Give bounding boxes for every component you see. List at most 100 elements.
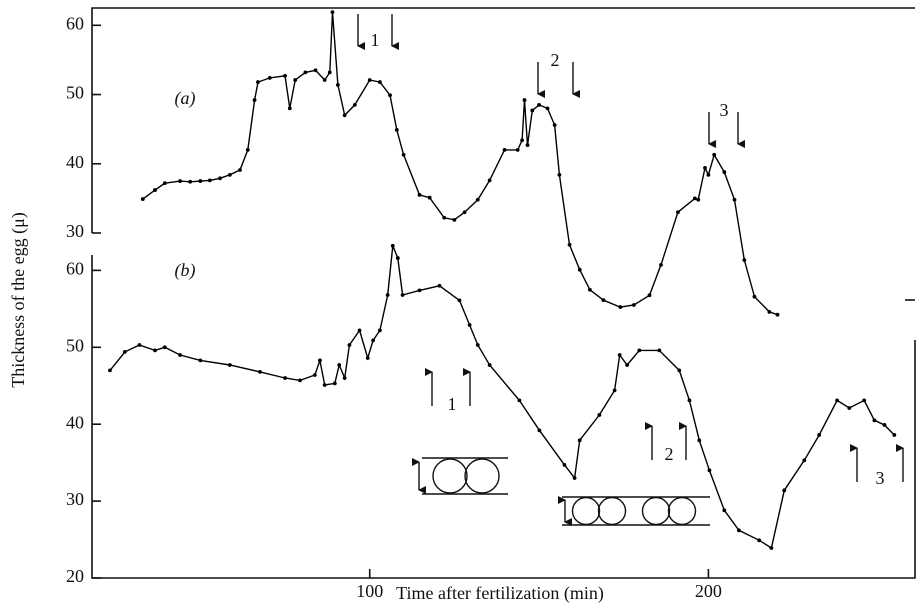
y-tick-label: 30 [66,221,84,241]
data-point [677,368,682,373]
data-point [371,338,376,343]
annotation: 1 [448,394,457,414]
data-point [712,152,717,157]
data-point [452,217,457,222]
data-point [537,428,542,433]
data-point [520,138,525,143]
data-point [487,363,492,367]
data-point [522,98,527,102]
data-point [557,172,562,177]
data-point [327,70,332,75]
data-point [303,70,308,75]
data-point [515,148,520,152]
data-point [218,176,222,181]
annotation: 2 [665,444,674,464]
data-point [530,108,535,113]
data-point [572,476,577,480]
data-point [872,418,877,423]
annotation: 2 [551,50,560,70]
data-point [347,343,352,347]
data-point [657,348,662,353]
data-point [612,388,617,393]
data-point [238,168,242,172]
data-point [752,294,757,299]
data-point [625,363,630,367]
data-point [153,188,157,192]
annotation: 3 [876,468,885,488]
data-point [298,378,302,383]
data-point [676,210,680,215]
data-point [198,179,203,183]
data-point [545,106,550,111]
data-point [337,363,342,367]
y-tick-label: 60 [66,259,84,279]
data-point [352,103,357,107]
data-point [552,123,557,127]
data-point [537,103,541,107]
data-point [258,369,262,374]
data-point [342,113,347,118]
data-point [817,433,822,437]
panel-label: (b) [175,260,196,281]
data-point [647,293,652,298]
data-point [140,197,145,201]
panel-a-frame [91,7,915,233]
data-point [567,242,572,247]
panel-a-arrows [357,14,745,148]
panel-b-arrows [425,368,904,482]
y-tick-label: 30 [66,489,84,509]
data-point [577,267,582,272]
data-point [245,148,250,152]
data-point [659,262,663,267]
data-point [703,166,707,170]
data-point [122,350,127,354]
data-point [293,78,298,82]
data-point [457,298,462,303]
x-axis-label: Time after fertilization (min) [396,583,604,604]
data-point [332,381,337,386]
data-point [882,423,887,427]
y-tick-label: 50 [66,335,84,355]
x-tick-label: 200 [695,581,722,601]
data-point [365,356,370,360]
data-point [706,172,711,177]
data-point [395,256,400,260]
data-point [287,106,292,111]
data-point [892,433,897,437]
annotation: 3 [720,100,729,120]
data-point [442,215,447,220]
data-point [577,438,582,443]
y-tick-label: 40 [66,152,84,172]
data-point [342,376,347,380]
data-point [267,76,272,80]
data-point [597,413,602,417]
x-tick-label: 100 [356,581,383,601]
data-point [313,68,318,73]
data-point [322,78,327,82]
data-point [437,283,442,288]
data-point [487,178,492,183]
data-point [283,73,287,78]
data-point [198,358,203,363]
data-point [394,127,399,132]
data-point [475,343,480,347]
data-point [178,179,182,183]
data-point [767,310,772,314]
data-point [283,376,287,380]
data-line [109,245,895,550]
data-point [697,438,702,443]
data-point [696,197,701,202]
y-tick-label: 60 [66,13,84,33]
data-point [318,358,322,363]
y-tick-label: 40 [66,412,84,432]
annotation: 1 [371,30,380,50]
data-point [732,197,737,202]
four-cell-diagram [558,496,710,526]
data-line [142,12,778,316]
data-point [782,488,787,493]
data-point [400,293,405,297]
data-point [775,312,780,317]
data-point [722,170,727,174]
